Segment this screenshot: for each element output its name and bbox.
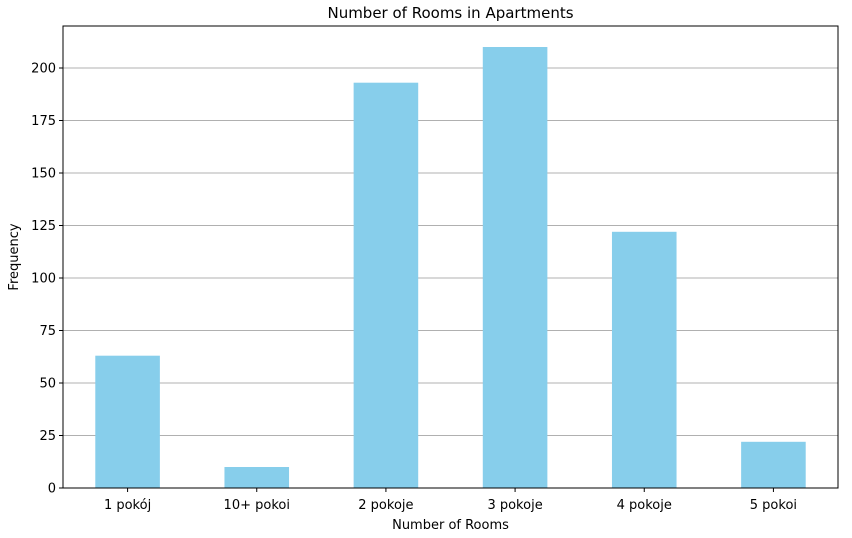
y-tick-label: 50: [39, 377, 56, 392]
x-axis-label: Number of Rooms: [392, 518, 509, 533]
bar: [611, 231, 677, 489]
y-gridlines: [63, 67, 838, 436]
x-tick-label: 10+ pokoi: [224, 498, 290, 513]
x-tick-label: 5 pokoi: [750, 498, 797, 513]
y-tick-label: 100: [31, 272, 56, 287]
y-tick-label: 75: [39, 324, 56, 339]
y-tick-label: 175: [31, 114, 56, 129]
x-tick-label: 2 pokoje: [358, 498, 413, 513]
x-axis-ticks: 1 pokój 10+ pokoi 2 pokoje 3 pokoje 4 pokoje…: [104, 488, 797, 513]
bar: [482, 47, 548, 488]
bar: [353, 82, 419, 488]
plot-area-frame: [62, 25, 839, 489]
y-tick-label: 200: [31, 62, 56, 77]
x-tick-label: 1 pokój: [104, 498, 151, 513]
y-axis-label: Frequency: [7, 223, 22, 290]
bars: [95, 47, 806, 489]
bar: [95, 355, 160, 488]
bar: [741, 441, 806, 488]
x-tick-label: 3 pokoje: [487, 498, 542, 513]
y-tick-label: 25: [39, 429, 56, 444]
chart-title: Number of Rooms in Apartments: [327, 4, 573, 22]
bar: [224, 467, 290, 488]
y-tick-label: 125: [31, 219, 56, 234]
y-tick-label: 0: [48, 482, 56, 497]
y-tick-label: 150: [31, 167, 56, 182]
y-axis-ticks: 0 25 50 75 100 125 150 175 200: [31, 62, 63, 497]
x-tick-label: 4 pokoje: [617, 498, 672, 513]
